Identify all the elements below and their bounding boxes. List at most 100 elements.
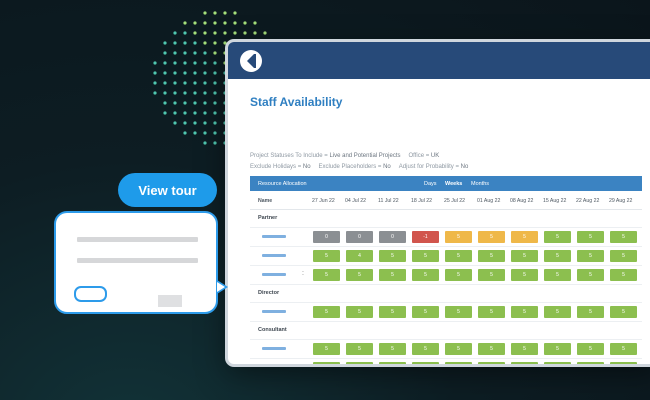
availability-cell[interactable]: 0 <box>379 231 406 243</box>
staff-row[interactable]: 5 5 5 5 5 5 5 5 5 5 <box>250 359 642 364</box>
availability-cell[interactable]: 0 <box>313 231 340 243</box>
availability-cell[interactable]: 5 <box>379 269 406 281</box>
availability-cell[interactable]: 5 <box>478 343 505 355</box>
pattern-dot <box>223 111 227 115</box>
availability-cell[interactable]: 5 <box>610 343 637 355</box>
staff-name-placeholder[interactable] <box>262 310 286 313</box>
group-name: Partner <box>258 215 278 221</box>
pattern-dot <box>173 121 177 125</box>
pattern-dot <box>213 51 217 55</box>
staff-name-placeholder[interactable] <box>262 273 286 276</box>
availability-cell[interactable]: 5 <box>313 362 340 364</box>
view-tour-button[interactable]: View tour <box>118 173 217 207</box>
availability-cell[interactable]: 5 <box>445 343 472 355</box>
filter-item: Exclude Holidays = No <box>250 164 311 170</box>
filter-item: Project Statuses To Include = Live and P… <box>250 153 400 159</box>
pattern-dot <box>223 81 227 85</box>
availability-cell[interactable]: 5 <box>445 269 472 281</box>
view-months-tab[interactable]: Months <box>471 181 490 187</box>
row-menu-handle[interactable]: : <box>302 270 304 277</box>
availability-cell[interactable]: 5 <box>478 362 505 364</box>
app-header <box>228 42 650 79</box>
availability-cell[interactable]: 5 <box>610 269 637 281</box>
availability-cell[interactable]: 5 <box>445 306 472 318</box>
availability-cell[interactable]: 5 <box>511 269 538 281</box>
availability-cell[interactable]: 5 <box>577 362 604 364</box>
availability-cell[interactable]: 5 <box>445 362 472 364</box>
tooltip-pointer-inner <box>217 282 225 292</box>
availability-cell[interactable]: 5 <box>511 231 538 243</box>
availability-cell[interactable]: 5 <box>379 362 406 364</box>
availability-cell[interactable]: 5 <box>478 306 505 318</box>
availability-cell[interactable]: 5 <box>577 250 604 262</box>
availability-cell[interactable]: 5 <box>412 362 439 364</box>
availability-cell[interactable]: 5 <box>610 306 637 318</box>
availability-cell[interactable]: 5 <box>577 343 604 355</box>
availability-cell[interactable]: 5 <box>313 343 340 355</box>
availability-cell[interactable]: 5 <box>544 343 571 355</box>
staff-name-placeholder[interactable] <box>262 235 286 238</box>
availability-cell[interactable]: 0 <box>346 231 373 243</box>
view-days-tab[interactable]: Days <box>424 181 437 187</box>
staff-name-placeholder[interactable] <box>262 254 286 257</box>
availability-cell[interactable]: 5 <box>511 362 538 364</box>
filter-value: Live and Potential Projects <box>329 153 401 159</box>
pattern-dot <box>203 121 207 125</box>
availability-cell[interactable]: 5 <box>346 362 373 364</box>
availability-cell[interactable]: -1 <box>412 231 439 243</box>
pattern-dot <box>153 81 157 85</box>
availability-cell[interactable]: 5 <box>544 250 571 262</box>
availability-cell[interactable]: 5 <box>544 306 571 318</box>
availability-cell[interactable]: 5 <box>511 343 538 355</box>
tooltip-placeholder-button <box>74 286 107 302</box>
availability-cell[interactable]: 5 <box>577 306 604 318</box>
view-weeks-tab[interactable]: Weeks <box>445 181 463 187</box>
availability-cell[interactable]: 5 <box>610 362 637 364</box>
availability-cell[interactable]: 5 <box>412 250 439 262</box>
app-window: Staff Availability Project Statuses To I… <box>228 42 650 364</box>
availability-cell[interactable]: 5 <box>379 343 406 355</box>
availability-cell[interactable]: 5 <box>610 231 637 243</box>
availability-cell[interactable]: 5 <box>346 269 373 281</box>
availability-cell[interactable]: 5 <box>445 231 472 243</box>
staff-row[interactable]: 0 0 0 -1 5 5 5 5 5 5 <box>250 228 642 247</box>
pattern-dot <box>243 21 247 25</box>
pattern-dot <box>213 101 217 105</box>
availability-cell[interactable]: 5 <box>610 250 637 262</box>
app-logo-icon <box>240 50 262 72</box>
availability-cell[interactable]: 5 <box>412 343 439 355</box>
availability-cell[interactable]: 5 <box>313 250 340 262</box>
date-column-header: 22 Aug 22 <box>576 198 600 204</box>
availability-cell[interactable]: 5 <box>379 306 406 318</box>
availability-cell[interactable]: 5 <box>445 250 472 262</box>
filter-row: Exclude Holidays = No Exclude Placeholder… <box>250 162 476 173</box>
availability-cell[interactable]: 5 <box>313 269 340 281</box>
availability-cell[interactable]: 5 <box>577 231 604 243</box>
availability-cell[interactable]: 5 <box>379 250 406 262</box>
pattern-dot <box>183 51 187 55</box>
availability-cell[interactable]: 5 <box>478 231 505 243</box>
availability-cell[interactable]: 5 <box>544 362 571 364</box>
availability-cell[interactable]: 5 <box>412 306 439 318</box>
availability-cell[interactable]: 5 <box>313 306 340 318</box>
availability-cell[interactable]: 5 <box>346 306 373 318</box>
availability-cell[interactable]: 5 <box>412 269 439 281</box>
pattern-dot <box>233 11 237 15</box>
pattern-dot <box>193 81 197 85</box>
availability-cell[interactable]: 5 <box>544 269 571 281</box>
availability-cell[interactable]: 4 <box>346 250 373 262</box>
availability-cell[interactable]: 5 <box>577 269 604 281</box>
filter-item: Office = UK <box>408 153 439 159</box>
pattern-dot <box>183 41 187 45</box>
availability-cell[interactable]: 5 <box>511 250 538 262</box>
staff-name-placeholder[interactable] <box>262 347 286 350</box>
availability-cell[interactable]: 5 <box>511 306 538 318</box>
availability-cell[interactable]: 5 <box>544 231 571 243</box>
availability-cell[interactable]: 5 <box>346 343 373 355</box>
availability-cell[interactable]: 5 <box>478 269 505 281</box>
availability-cell[interactable]: 5 <box>478 250 505 262</box>
